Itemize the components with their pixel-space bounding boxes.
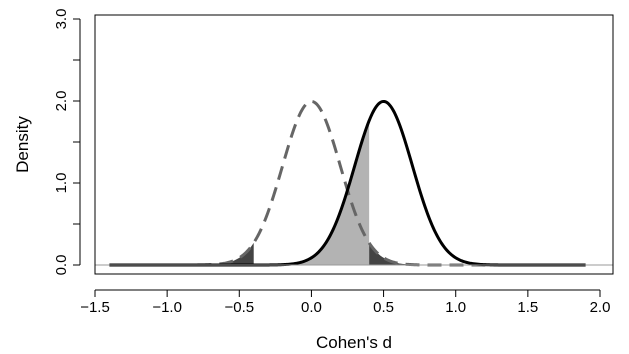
lower-rejection-tail: [109, 242, 254, 265]
x-axis-title: Cohen's d: [316, 333, 392, 352]
x-tick-label: 0.0: [301, 299, 322, 316]
x-tick-label: 1.5: [517, 299, 538, 316]
x-tick-label: 0.5: [373, 299, 394, 316]
x-tick-label: 1.0: [445, 299, 466, 316]
upper-rejection-tail: [369, 242, 586, 265]
plot-frame: [94, 14, 614, 275]
y-tick-label: 3.0: [53, 9, 70, 30]
y-tick-label: 1.0: [53, 173, 70, 194]
y-axis: 0.0 1.0 2.0 3.0: [53, 9, 81, 276]
y-tick-label: 2.0: [53, 91, 70, 112]
x-tick-label: −0.5: [224, 299, 254, 316]
power-region: [253, 120, 370, 266]
x-tick-label: 2.0: [590, 299, 611, 316]
x-tick-label: −1.5: [80, 299, 110, 316]
x-tick-label: −1.0: [152, 299, 182, 316]
y-tick-label: 0.0: [53, 255, 70, 276]
y-axis-title: Density: [13, 116, 32, 173]
x-axis: −1.5 −1.0 −0.5 0.0 0.5 1.0 1.5 2.0: [80, 289, 611, 316]
